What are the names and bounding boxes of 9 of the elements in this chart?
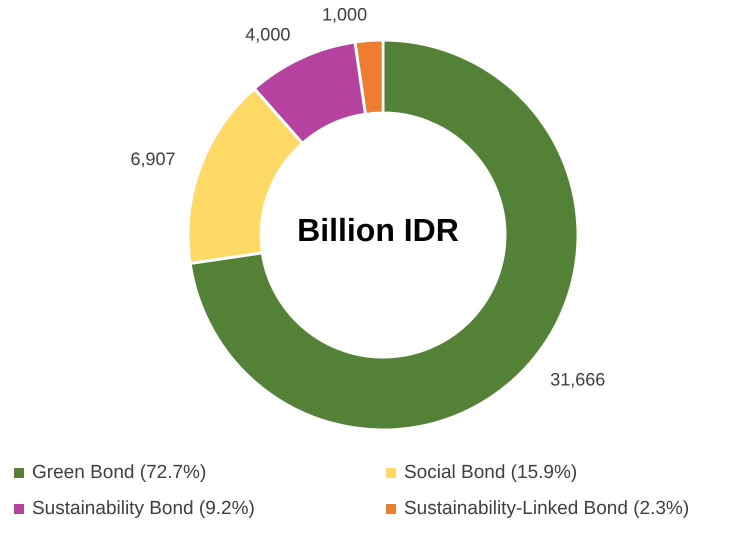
legend-label: Green Bond (72.7%) — [32, 462, 206, 484]
legend-label: Sustainability Bond (9.2%) — [32, 498, 255, 520]
text: Billion IDR — [297, 212, 459, 248]
data-label: 31,666 — [550, 369, 606, 390]
legend-label: Sustainability-Linked Bond (2.3%) — [404, 498, 690, 520]
data-label: 1,000 — [322, 4, 368, 25]
data-label: 6,907 — [130, 148, 176, 169]
data-label: 4,000 — [245, 24, 290, 44]
legend-label: Social Bond (15.9%) — [404, 462, 578, 484]
